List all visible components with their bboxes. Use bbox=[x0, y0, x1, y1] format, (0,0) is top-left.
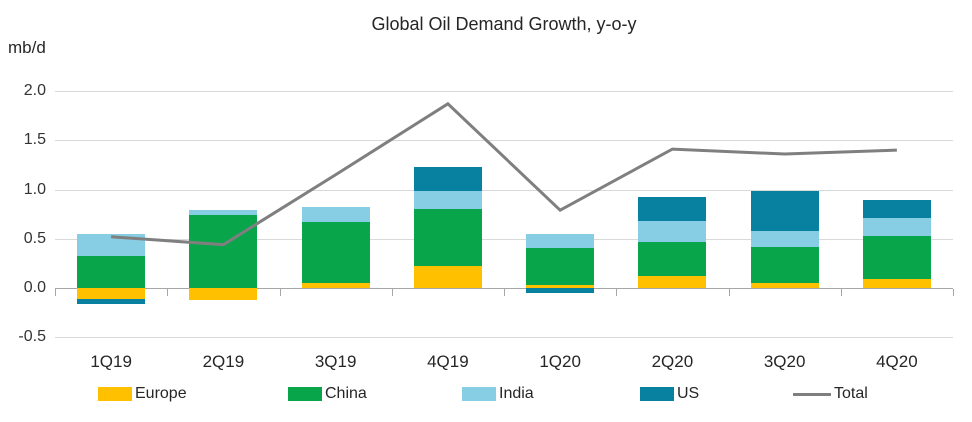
legend-item-total: Total bbox=[793, 385, 868, 403]
bar-1q20-europe bbox=[526, 285, 595, 288]
x-axis-tick bbox=[840, 289, 842, 296]
x-category-label: 4Q20 bbox=[876, 352, 918, 371]
x-category-label: 3Q20 bbox=[763, 352, 806, 371]
x-category-label: 2Q19 bbox=[202, 352, 245, 371]
bar-3q20-us bbox=[750, 191, 819, 231]
legend-swatch-us bbox=[640, 387, 674, 401]
bar-1q20-china bbox=[526, 247, 595, 286]
x-axis-tick bbox=[391, 289, 393, 296]
bar-4q19-us bbox=[413, 166, 482, 192]
bar-1q19-europe bbox=[77, 288, 146, 299]
legend-label-europe: Europe bbox=[135, 385, 187, 402]
gridline-1.0 bbox=[55, 189, 953, 191]
x-category-label: 4Q19 bbox=[427, 352, 469, 371]
bar-3q19-europe bbox=[301, 283, 370, 288]
legend-item-china: China bbox=[288, 385, 367, 403]
bar-3q19-india bbox=[301, 207, 370, 222]
y-tick-label: 1.0 bbox=[23, 180, 46, 198]
legend-swatch-europe bbox=[98, 387, 132, 401]
bar-4q20-us bbox=[862, 200, 931, 219]
y-axis-unit-label: mb/d bbox=[8, 38, 46, 57]
legend-swatch-total bbox=[793, 392, 831, 396]
bar-3q20-china bbox=[750, 246, 819, 284]
chart-title: Global Oil Demand Growth, y-o-y bbox=[371, 14, 637, 34]
x-category-label: 1Q19 bbox=[90, 352, 132, 371]
bar-1q19-india bbox=[77, 233, 146, 257]
x-category-label: 2Q20 bbox=[651, 352, 694, 371]
x-axis-tick bbox=[504, 289, 505, 296]
bar-2q20-india bbox=[638, 221, 707, 242]
bar-3q20-europe bbox=[750, 283, 819, 288]
bar-2q20-us bbox=[638, 197, 707, 221]
bar-4q20-europe bbox=[862, 279, 931, 288]
legend-swatch-india bbox=[462, 387, 496, 401]
gridline-2.0 bbox=[55, 91, 953, 92]
bar-4q20-india bbox=[862, 218, 931, 236]
bar-2q19-europe bbox=[189, 288, 258, 300]
gridline--0.5 bbox=[55, 337, 953, 339]
bar-1q19-us bbox=[77, 298, 146, 304]
bar-3q20-india bbox=[750, 230, 819, 247]
bar-2q20-china bbox=[638, 241, 707, 277]
legend-item-europe: Europe bbox=[98, 385, 187, 403]
x-category-label: 1Q20 bbox=[539, 352, 581, 371]
gridline-1.5 bbox=[55, 140, 953, 142]
bar-4q19-china bbox=[413, 209, 482, 267]
x-axis-tick bbox=[616, 289, 618, 296]
y-tick-label: -0.5 bbox=[18, 328, 46, 346]
y-tick-label: 2.0 bbox=[23, 82, 46, 99]
x-axis-tick bbox=[167, 289, 169, 296]
legend-swatch-china bbox=[288, 387, 322, 401]
bar-4q19-europe bbox=[413, 266, 482, 288]
legend-item-us: US bbox=[640, 385, 699, 403]
legend-label-total: Total bbox=[834, 385, 868, 402]
y-tick-label: 0.5 bbox=[23, 229, 46, 247]
bar-1q19-china bbox=[77, 256, 146, 288]
bar-1q20-india bbox=[526, 233, 595, 248]
zero-axis-line bbox=[55, 288, 953, 289]
bar-2q19-china bbox=[189, 215, 258, 288]
x-axis-tick bbox=[55, 289, 56, 296]
bar-4q20-china bbox=[862, 235, 931, 280]
bar-1q20-us bbox=[526, 288, 595, 293]
legend-label-us: US bbox=[677, 385, 700, 402]
x-axis-tick bbox=[279, 289, 281, 296]
y-tick-label: 1.5 bbox=[23, 131, 46, 149]
legend-item-india: India bbox=[462, 385, 534, 403]
bar-4q19-india bbox=[413, 191, 482, 210]
x-category-label: 3Q19 bbox=[314, 352, 357, 371]
bar-2q19-india bbox=[189, 210, 258, 216]
y-tick-label: 0.0 bbox=[23, 279, 46, 296]
bar-2q20-europe bbox=[638, 276, 707, 288]
bar-3q19-china bbox=[301, 222, 370, 284]
legend-label-china: China bbox=[325, 385, 367, 402]
legend-label-india: India bbox=[499, 385, 534, 402]
x-axis-tick bbox=[728, 289, 730, 296]
x-axis-tick bbox=[953, 289, 954, 296]
